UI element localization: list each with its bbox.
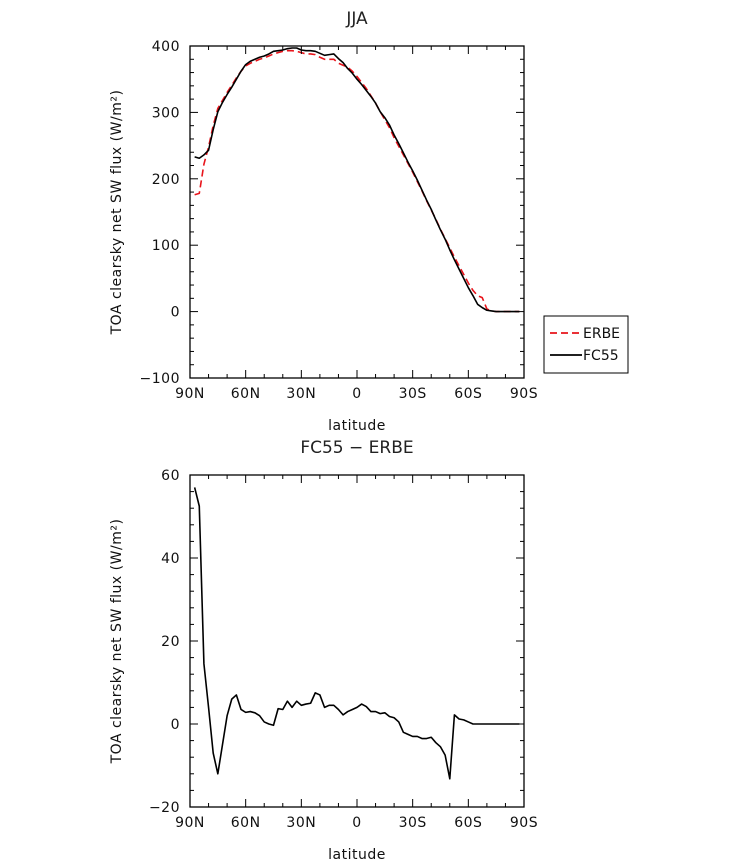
chart-top-ticks [189,45,525,379]
chart-bottom-x-tick-labels: 90N 60N 30N 0 30S 60S 90S [175,815,538,831]
chart-bottom-x-axis-label: latitude [328,847,386,863]
x-tick-label: 90N [175,815,205,831]
chart-top-series-group [194,47,520,313]
y-tick-label: 20 [161,634,180,650]
x-tick-label: 60N [231,386,261,402]
x-tick-label: 0 [352,815,361,831]
x-tick-label: 30N [286,815,316,831]
chart-top-x-axis-label: latitude [328,418,386,434]
y-tick-label: 0 [171,717,180,733]
x-tick-label: 60S [454,386,482,402]
series-line-fc55 [194,47,520,313]
chart-top-frame [189,45,525,379]
chart-top-x-tick-labels: 90N 60N 30N 0 30S 60S 90S [175,386,538,402]
x-tick-label: 0 [352,386,361,402]
y-tick-label: 300 [152,105,180,121]
y-tick-label: 0 [171,305,180,321]
chart-top-title: JJA [345,9,368,29]
x-tick-label: 90N [175,386,205,402]
legend-box [543,315,629,374]
legend-label-erbe: ERBE [583,326,620,342]
x-tick-label: 30S [399,815,427,831]
x-tick-label: 30N [286,386,316,402]
legend-label-fc55: FC55 [583,348,619,364]
y-tick-label: 400 [152,39,180,55]
x-tick-label: 90S [510,386,538,402]
chart-bottom-ticks [189,474,525,808]
chart-top-legend: ERBE FC55 [543,315,629,374]
y-tick-label: −100 [140,371,180,387]
y-tick-label: 60 [161,468,180,484]
chart-top-y-tick-labels: −100 0 100 200 300 400 [140,39,180,387]
y-tick-label: 200 [152,172,180,188]
y-tick-label: 100 [152,238,180,254]
chart-bottom-title: FC55 − ERBE [300,438,413,458]
chart-bottom-y-axis-label: TOA clearsky net SW flux (W/m²) [109,519,125,765]
series-line-erbe [194,49,520,313]
y-tick-label: 40 [161,551,180,567]
chart-bottom-frame [189,474,525,808]
x-tick-label: 60S [454,815,482,831]
chart-bottom-y-tick-labels: −20 0 20 40 60 [149,468,180,816]
chart-top-y-axis-label: TOA clearsky net SW flux (W/m²) [109,90,125,336]
series-line-difference [193,487,520,780]
x-tick-label: 30S [399,386,427,402]
x-tick-label: 90S [510,815,538,831]
y-tick-label: −20 [149,800,180,816]
chart-bottom-series-group [193,487,520,780]
x-tick-label: 60N [231,815,261,831]
